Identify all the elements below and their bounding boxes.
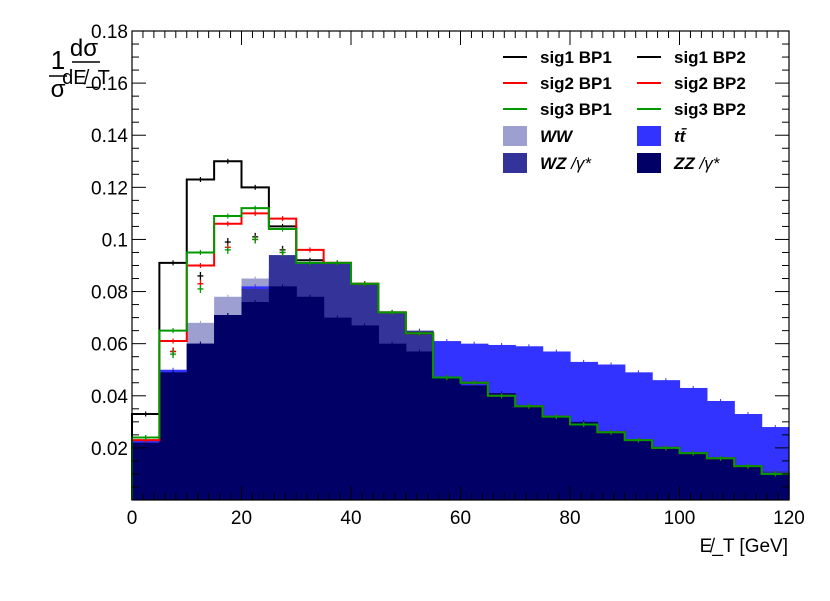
legend-swatch — [637, 153, 661, 173]
bar-zz — [433, 377, 462, 500]
legend-entry: sig1 BP1 — [503, 48, 612, 67]
bar-zz — [186, 343, 215, 500]
bar-zz — [378, 343, 407, 500]
legend-swatch — [637, 126, 661, 146]
bar-zz — [734, 466, 763, 500]
legend-entry: ZZ /γ* — [637, 153, 721, 173]
bar-zz — [351, 325, 379, 500]
y-tick-label: 0.12 — [91, 178, 128, 199]
y-axis-title: 1 σ dσ dE̸_T — [49, 35, 110, 103]
bar-zz — [132, 442, 160, 500]
legend-label: sig1 BP1 — [540, 48, 612, 67]
y-tick-label: 0.1 — [102, 230, 128, 251]
signal-points — [170, 232, 286, 359]
series-sig3-bp1 — [131, 205, 789, 500]
bar-zz — [487, 393, 516, 500]
legend-label: sig1 BP2 — [674, 48, 746, 67]
background-histograms — [132, 253, 790, 500]
x-tick-label: 80 — [559, 508, 580, 529]
legend-entry: sig2 BP1 — [503, 74, 612, 93]
y-tick-label: 0.06 — [91, 335, 128, 356]
x-axis-title: E̸_T [GeV] — [700, 536, 788, 557]
x-tick-label: 0 — [127, 508, 138, 529]
legend-swatch — [503, 126, 527, 146]
bar-zz — [296, 296, 325, 500]
bar-zz — [159, 372, 188, 500]
bar-zz — [542, 416, 571, 500]
y-tick-label: 0.16 — [91, 74, 128, 95]
bar-zz — [268, 286, 297, 500]
bar-zz — [214, 315, 243, 500]
x-tick-label: 100 — [664, 508, 696, 529]
axes: 0 20 40 60 80 100 120 0.02 0.04 0.06 0.08 0.1 0.12 0.… — [91, 22, 805, 529]
y-tick-label: 0.02 — [91, 439, 128, 460]
legend-entry: sig3 BP2 — [637, 100, 746, 119]
bar-zz — [597, 432, 626, 500]
y-axis-title-prefix-den: σ — [51, 76, 66, 103]
series-zz — [132, 284, 790, 500]
legend-entry: sig3 BP1 — [503, 100, 612, 119]
x-tick-label: 60 — [450, 508, 471, 529]
y-tick-label: 0.04 — [91, 387, 128, 408]
legend-label: sig3 BP2 — [674, 100, 746, 119]
legend-label: sig2 BP2 — [674, 74, 746, 93]
bar-zz — [515, 406, 544, 500]
bar-zz — [570, 421, 598, 500]
legend-swatch — [503, 153, 527, 173]
bar-zz — [652, 447, 681, 500]
legend-label-suffix: /γ* — [695, 154, 721, 173]
bar-zz — [241, 301, 270, 500]
y-axis-title-prefix-num: 1 — [51, 45, 65, 75]
legend-label-suffix: /γ* — [566, 154, 592, 173]
y-tick-label: 0.08 — [91, 283, 128, 304]
legend-entry: tt̄ — [637, 126, 688, 146]
legend-label: WZ /γ* — [540, 154, 592, 173]
x-tick-label: 120 — [773, 508, 805, 529]
signal-histograms — [131, 158, 789, 500]
y-tick-label: 0.14 — [91, 126, 128, 147]
legend-entry: sig2 BP2 — [637, 74, 746, 93]
legend-entry: WW — [503, 126, 574, 146]
legend: sig1 BP1 sig2 BP1 sig3 BP1 sig1 BP2 sig2 BP2… — [503, 48, 746, 173]
bar-zz — [405, 351, 434, 500]
legend-label: tt̄ — [674, 127, 688, 146]
legend-label: ZZ /γ* — [673, 154, 721, 173]
x-tick-label: 20 — [231, 508, 252, 529]
legend-label: sig2 BP1 — [540, 74, 612, 93]
legend-label: WW — [540, 127, 574, 146]
legend-entry: WZ /γ* — [503, 153, 592, 173]
bar-zz — [706, 458, 735, 500]
legend-label: sig3 BP1 — [540, 100, 612, 119]
series-sig3-bp2 — [170, 235, 286, 359]
y-tick-label: 0.18 — [91, 22, 128, 43]
bar-zz — [679, 453, 708, 500]
bar-zz — [624, 440, 653, 500]
y-axis-title-frac-num: dσ — [70, 35, 98, 62]
y-axis-title-frac-den: dE̸_T — [62, 67, 110, 89]
bar-zz — [460, 385, 489, 500]
x-tick-label: 40 — [340, 508, 361, 529]
bar-zz — [323, 317, 352, 500]
legend-entry: sig1 BP2 — [637, 48, 746, 67]
step-line — [131, 207, 789, 500]
